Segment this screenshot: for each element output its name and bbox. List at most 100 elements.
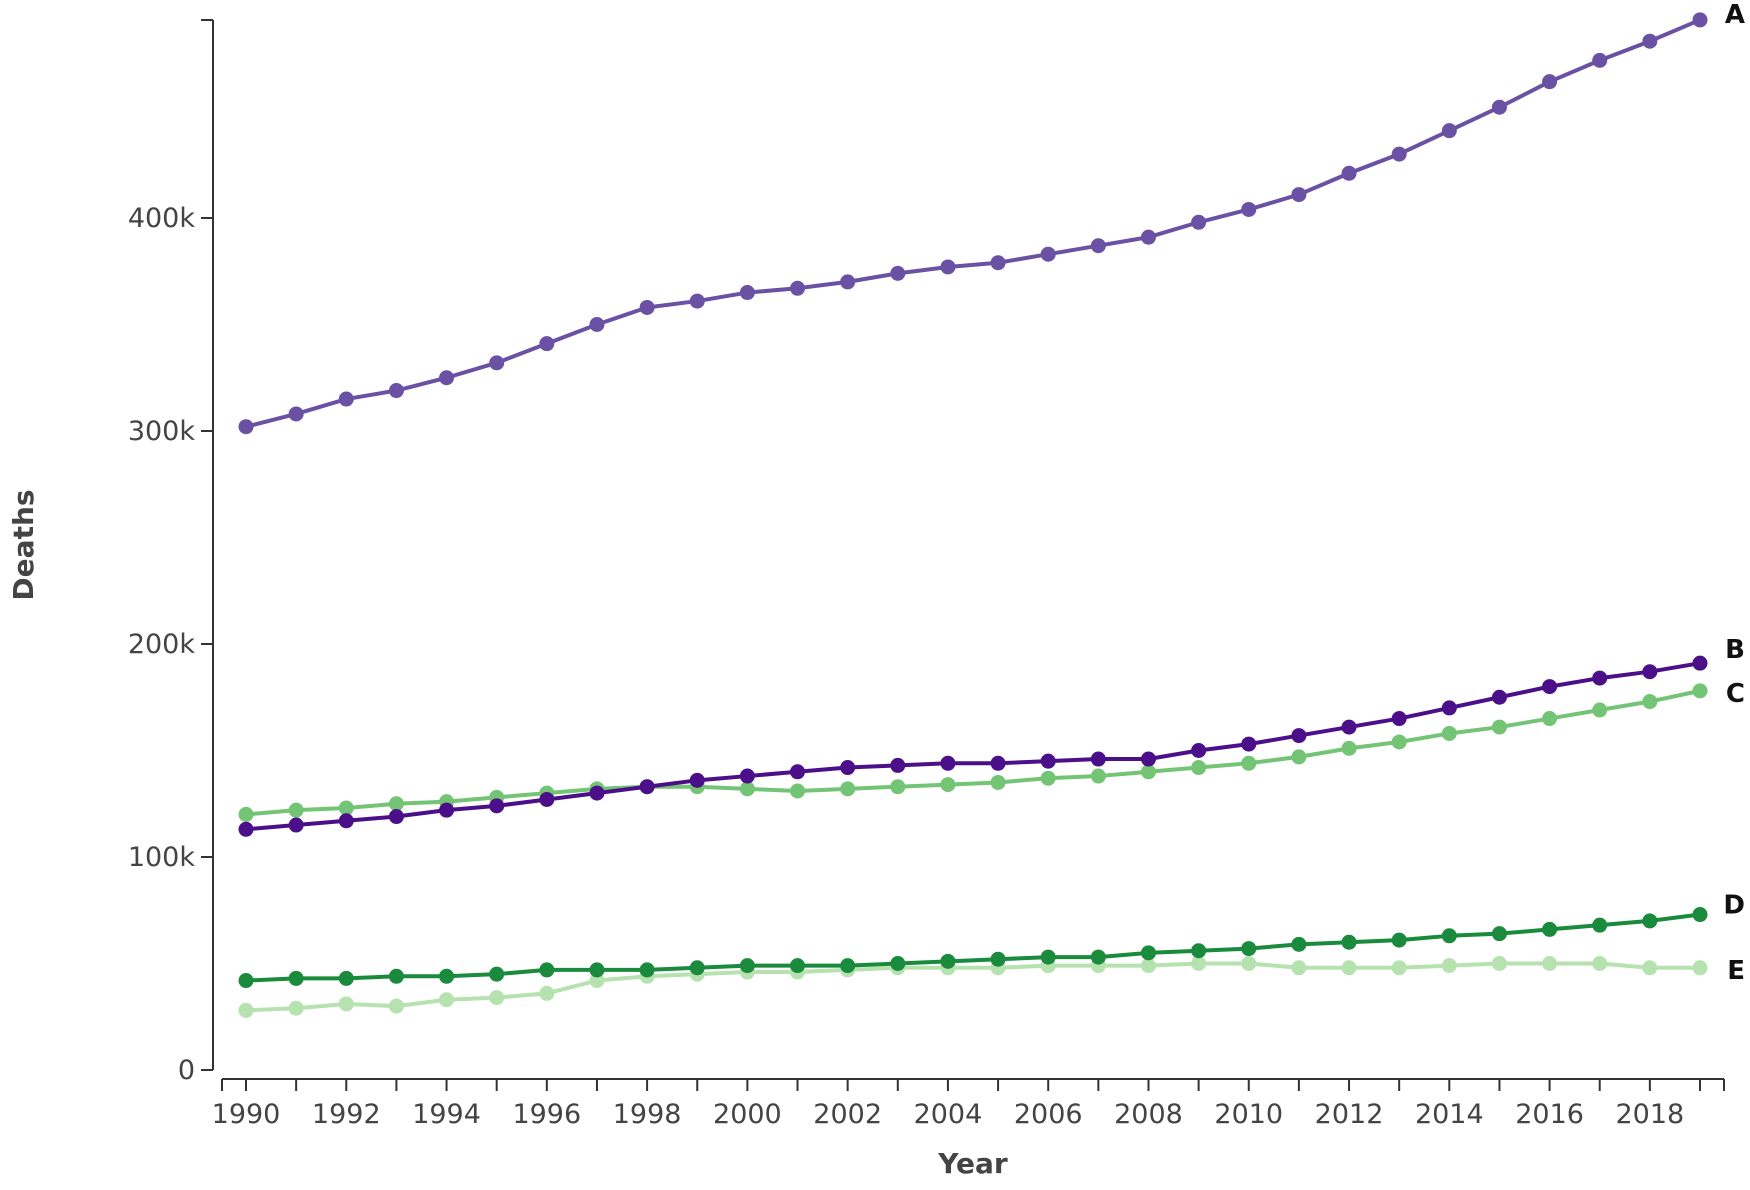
data-point <box>1441 958 1457 974</box>
data-point <box>388 796 404 812</box>
x-tick-label: 2000 <box>713 1099 782 1130</box>
data-point <box>489 966 505 982</box>
data-point <box>1642 960 1658 976</box>
data-point <box>489 990 505 1006</box>
data-point <box>890 956 906 971</box>
y-tick-label: 200k <box>128 629 196 660</box>
data-point <box>639 299 655 315</box>
data-point <box>1692 683 1708 699</box>
data-point <box>589 317 605 332</box>
series-label: B <box>1725 635 1745 665</box>
data-point <box>1441 700 1457 716</box>
y-tick-label: 300k <box>128 416 196 447</box>
data-point <box>739 958 755 974</box>
x-tick-label: 1994 <box>412 1099 481 1130</box>
data-point <box>1291 187 1307 203</box>
series-e <box>238 956 1708 1018</box>
x-tick-label: 2016 <box>1515 1099 1584 1130</box>
data-point <box>1441 928 1457 944</box>
data-point <box>1692 907 1708 923</box>
data-point <box>238 419 254 435</box>
data-point <box>1391 960 1407 976</box>
data-point <box>790 764 806 780</box>
data-point <box>1241 201 1257 217</box>
data-point <box>539 336 555 352</box>
data-point <box>1140 764 1156 780</box>
data-point <box>840 760 856 776</box>
data-point <box>338 996 354 1012</box>
y-axis: 0 100k 200k 300k 400k <box>128 19 214 1086</box>
data-point <box>840 781 856 797</box>
data-point <box>288 1000 304 1016</box>
y-tick-label: 100k <box>128 842 196 873</box>
data-point <box>790 783 806 799</box>
data-point <box>940 777 956 793</box>
data-point <box>1040 949 1056 965</box>
data-point <box>439 992 455 1008</box>
data-point <box>1341 719 1357 735</box>
data-point <box>1291 728 1307 744</box>
data-point <box>1592 917 1608 933</box>
data-point <box>1241 956 1257 971</box>
data-point <box>689 293 705 309</box>
data-point <box>790 280 806 296</box>
data-point <box>589 785 605 801</box>
data-point <box>589 962 605 978</box>
data-point <box>1692 655 1708 671</box>
data-point <box>1140 958 1156 974</box>
x-tick-label: 1992 <box>312 1099 381 1130</box>
data-point <box>288 970 304 986</box>
data-point <box>1391 734 1407 750</box>
data-point <box>840 958 856 974</box>
data-point <box>990 755 1006 771</box>
x-tick-label: 2006 <box>1014 1099 1083 1130</box>
data-point <box>338 970 354 986</box>
x-tick-label: 2014 <box>1415 1099 1484 1130</box>
data-point <box>1140 229 1156 245</box>
data-point <box>1040 246 1056 262</box>
series-d <box>238 907 1708 989</box>
data-point <box>238 1002 254 1018</box>
data-point <box>288 406 304 422</box>
data-point <box>739 781 755 797</box>
data-point <box>1291 749 1307 765</box>
data-point <box>1542 74 1558 90</box>
data-point <box>1491 956 1507 971</box>
data-point <box>1391 932 1407 948</box>
data-point <box>1291 936 1307 952</box>
data-point <box>1592 702 1608 718</box>
y-axis-title: Deaths <box>7 489 40 600</box>
data-point <box>940 953 956 969</box>
data-point <box>1241 755 1257 771</box>
data-point <box>1592 956 1608 971</box>
series-label: D <box>1723 891 1745 921</box>
series-line <box>245 661 1701 832</box>
data-point <box>1341 934 1357 950</box>
data-point <box>689 772 705 788</box>
series-layer <box>238 12 1708 1018</box>
data-point <box>388 383 404 399</box>
data-point <box>1191 743 1207 758</box>
data-point <box>940 259 956 275</box>
data-point <box>489 798 505 814</box>
x-tick-label: 2012 <box>1315 1099 1384 1130</box>
data-point <box>338 391 354 407</box>
data-point <box>388 809 404 825</box>
data-point <box>1191 760 1207 776</box>
data-point <box>1191 214 1207 230</box>
data-point <box>1341 960 1357 976</box>
data-point <box>1241 941 1257 957</box>
data-point <box>940 755 956 771</box>
series-line <box>245 18 1701 429</box>
y-tick-label: 400k <box>128 203 196 234</box>
data-point <box>639 779 655 795</box>
data-point <box>439 370 455 386</box>
data-point <box>990 774 1006 790</box>
data-point <box>1341 165 1357 181</box>
data-point <box>1191 943 1207 959</box>
data-point <box>890 265 906 281</box>
x-tick-label: 2004 <box>914 1099 983 1130</box>
data-point <box>639 962 655 978</box>
data-point <box>439 968 455 984</box>
data-point <box>388 998 404 1014</box>
